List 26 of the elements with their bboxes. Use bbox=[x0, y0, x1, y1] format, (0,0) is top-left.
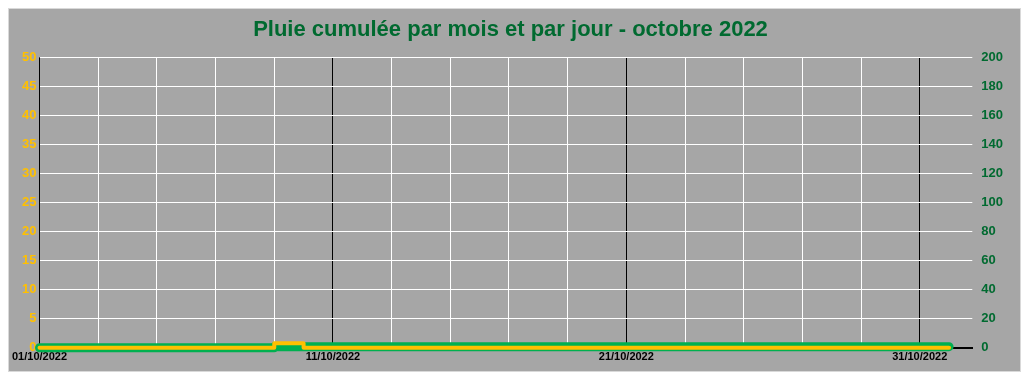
y2-tick-label: 140 bbox=[981, 136, 1004, 152]
y-tick-label: 35 bbox=[22, 136, 37, 152]
y-tick-label: 45 bbox=[22, 78, 37, 94]
y2-tick-label: 200 bbox=[981, 48, 1004, 64]
y-tick-label: 50 bbox=[22, 48, 37, 64]
y-tick-label: 40 bbox=[22, 107, 37, 123]
y2-tick-label: 100 bbox=[981, 194, 1004, 210]
y2-tick-label: 120 bbox=[981, 165, 1004, 181]
y2-tick-label: 40 bbox=[981, 281, 996, 297]
y2-tick-label: 180 bbox=[981, 78, 1004, 94]
y2-tick-label: 0 bbox=[981, 339, 989, 355]
y-tick-label: 20 bbox=[22, 223, 37, 239]
x-tick-label: 01/10/2022 bbox=[12, 350, 68, 363]
x-tick-label: 11/10/2022 bbox=[305, 350, 361, 363]
y-tick-label: 5 bbox=[29, 310, 37, 326]
y-tick-label: 30 bbox=[22, 165, 37, 181]
y-tick-label: 10 bbox=[22, 281, 37, 297]
y2-tick-label: 80 bbox=[981, 223, 996, 239]
x-tick-label: 21/10/2022 bbox=[598, 350, 654, 363]
y2-tick-label: 160 bbox=[981, 107, 1004, 123]
y-tick-label: 25 bbox=[22, 194, 37, 210]
x-tick-label: 31/10/2022 bbox=[892, 350, 948, 363]
chart-title: Pluie cumulée par mois et par jour - octobre 2022 bbox=[253, 16, 768, 42]
y2-tick-label: 20 bbox=[981, 310, 996, 326]
y-tick-label: 15 bbox=[22, 252, 37, 268]
y2-tick-label: 60 bbox=[981, 252, 996, 268]
